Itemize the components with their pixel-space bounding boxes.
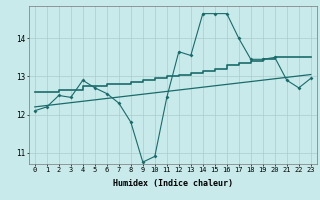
X-axis label: Humidex (Indice chaleur): Humidex (Indice chaleur) [113,179,233,188]
